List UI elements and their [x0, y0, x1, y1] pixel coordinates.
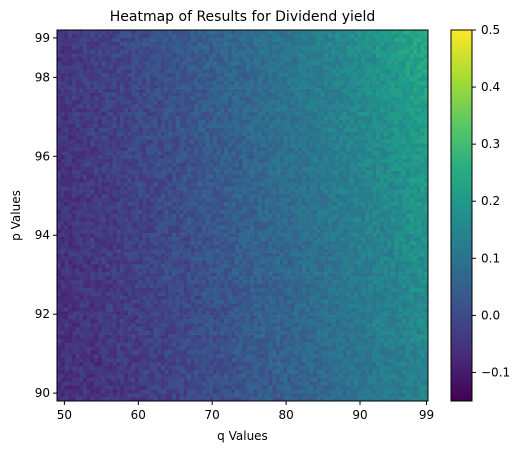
- colorbar-tick-label: 0.1: [481, 251, 500, 265]
- colorbar-tick-label: 0.3: [481, 137, 500, 151]
- y-tick-label: 92: [35, 307, 50, 321]
- x-tick-label: 70: [205, 408, 220, 422]
- heatmap-cell-group: [312, 30, 429, 402]
- y-tick-label: 99: [35, 31, 50, 45]
- heatmap-cell-group: [335, 30, 429, 339]
- heatmap-cell-group: [57, 30, 240, 402]
- colorbar-tick-label: 0.4: [481, 80, 500, 94]
- x-tick-label: 50: [57, 408, 72, 422]
- heatmap-cell-group: [57, 49, 117, 402]
- heatmap-cells: [57, 30, 429, 402]
- heatmap-cell-group: [246, 30, 429, 402]
- colorbar: [450, 29, 473, 402]
- y-tick-label: 98: [35, 70, 50, 84]
- y-tick-label: 94: [35, 228, 50, 242]
- y-tick-label: 90: [35, 386, 50, 400]
- colorbar-tick-label: 0.0: [481, 308, 500, 322]
- heatmap-cell-group: [101, 30, 295, 402]
- x-tick-label: 90: [352, 408, 367, 422]
- x-tick-label: 80: [278, 408, 293, 422]
- chart-title: Heatmap of Results for Dividend yield: [110, 9, 376, 25]
- heatmap-cell-group: [287, 30, 429, 402]
- heatmap-cell-group: [57, 30, 188, 402]
- heatmap-cell-group: [197, 30, 395, 402]
- heatmap-cell-group: [376, 30, 429, 210]
- x-tick-label: 60: [131, 408, 146, 422]
- x-axis-label: q Values: [217, 429, 268, 443]
- y-axis-label: p Values: [9, 190, 23, 241]
- colorbar-tick-label: 0.5: [481, 23, 500, 37]
- heatmap-cell-group: [394, 30, 429, 144]
- heatmap-cell-group: [405, 30, 429, 93]
- heatmap-cell-group: [223, 30, 418, 402]
- y-axis: 90 92 94 96 98 99: [35, 31, 57, 400]
- heatmap-cell-group: [68, 30, 280, 402]
- plot-frame: [56, 29, 429, 402]
- y-tick-label: 96: [35, 149, 50, 163]
- x-tick-label: 99: [419, 408, 434, 422]
- heatmap-cell-group: [57, 33, 147, 402]
- x-axis: 50 60 70 80 90 99: [57, 401, 434, 422]
- colorbar-tick-label: −0.1: [481, 365, 510, 379]
- heatmap-cell-group: [327, 30, 429, 398]
- heatmap-cell-group: [357, 30, 429, 277]
- colorbar-axis: −0.1 0.0 0.1 0.2 0.3 0.4 0.5: [472, 23, 510, 379]
- colorbar-tick-label: 0.2: [481, 194, 500, 208]
